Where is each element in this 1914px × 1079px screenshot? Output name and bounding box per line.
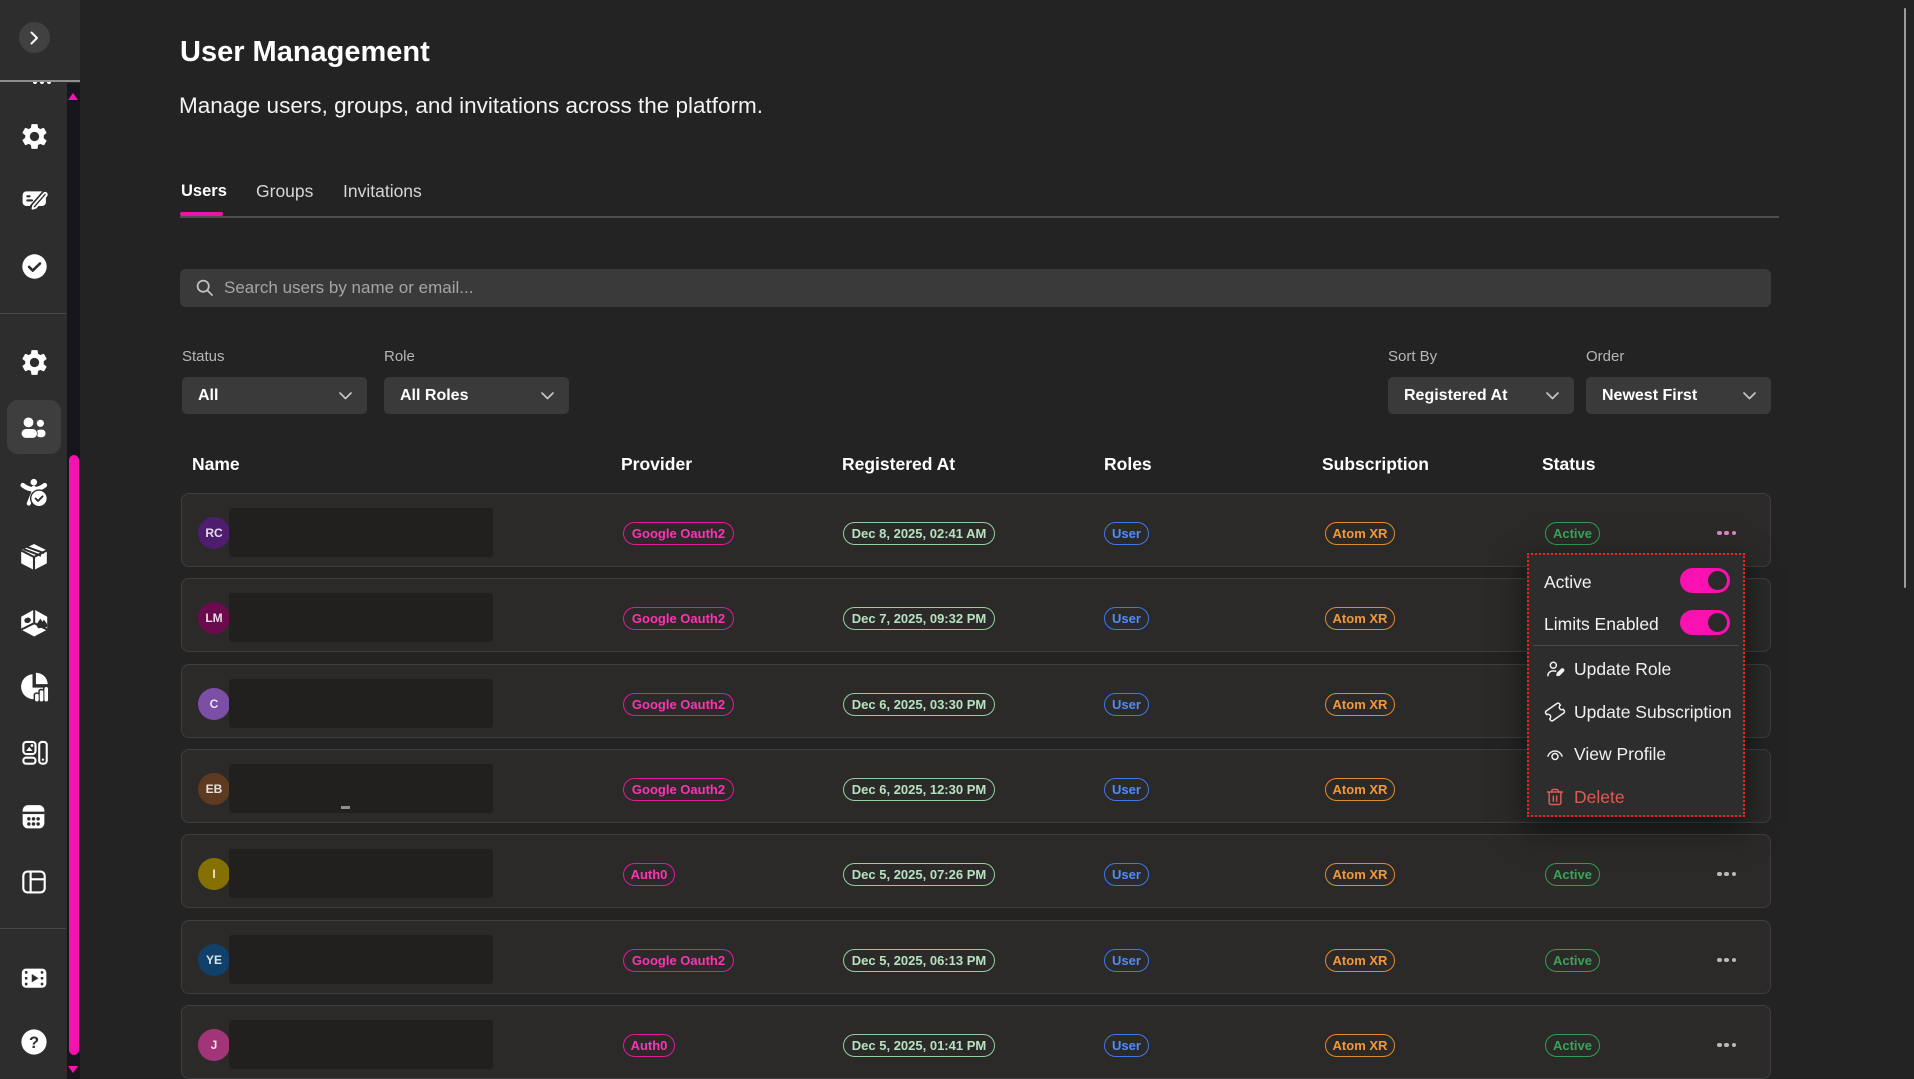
svg-text:?: ? (29, 1033, 39, 1051)
